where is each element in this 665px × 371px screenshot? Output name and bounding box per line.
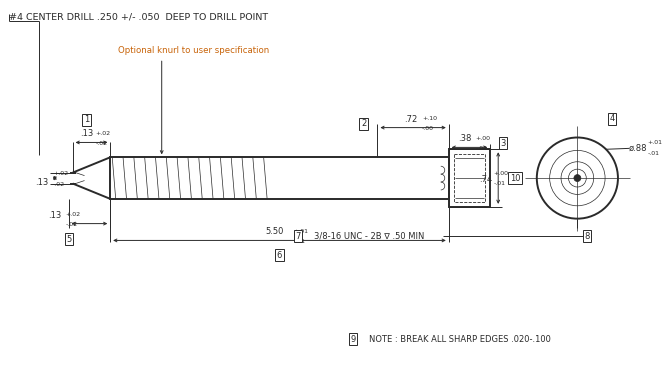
Text: -.02: -.02 — [53, 182, 65, 187]
Text: +.02: +.02 — [66, 212, 81, 217]
Text: +.01: +.01 — [648, 140, 662, 145]
Text: 10: 10 — [510, 174, 520, 183]
Text: -.01: -.01 — [293, 239, 305, 244]
Text: -.01: -.01 — [493, 181, 505, 186]
Text: 9: 9 — [350, 335, 355, 344]
Circle shape — [574, 175, 581, 181]
Text: 8: 8 — [585, 232, 590, 241]
Text: 2: 2 — [361, 119, 366, 128]
Text: 5.50: 5.50 — [265, 227, 284, 236]
Text: 5: 5 — [66, 235, 71, 244]
Text: +.02: +.02 — [53, 171, 68, 176]
Text: .74: .74 — [479, 175, 493, 184]
Text: .38: .38 — [458, 134, 471, 144]
Text: -.01: -.01 — [475, 146, 487, 151]
Text: .13: .13 — [35, 178, 49, 187]
Text: .13: .13 — [48, 211, 61, 220]
Text: NOTE : BREAK ALL SHARP EDGES .020-.100: NOTE : BREAK ALL SHARP EDGES .020-.100 — [368, 335, 551, 344]
Text: Optional knurl to user specification: Optional knurl to user specification — [118, 46, 269, 55]
Text: 1: 1 — [84, 115, 89, 124]
Text: -.01: -.01 — [648, 151, 660, 156]
Text: +.01: +.01 — [293, 229, 309, 234]
Text: .13: .13 — [80, 129, 93, 138]
Text: 3/8-16 UNC - 2B ∇ .50 MIN: 3/8-16 UNC - 2B ∇ .50 MIN — [314, 232, 424, 241]
Text: 6: 6 — [277, 251, 282, 260]
Text: 4: 4 — [609, 114, 614, 123]
Text: +.00: +.00 — [493, 171, 508, 175]
Text: -.02: -.02 — [66, 222, 78, 227]
Text: -.02: -.02 — [95, 141, 108, 146]
Text: +.00: +.00 — [475, 136, 490, 141]
Text: -.00: -.00 — [422, 126, 434, 131]
Text: 3: 3 — [501, 139, 506, 148]
Text: #4 CENTER DRILL .250 +/- .050  DEEP TO DRILL POINT: #4 CENTER DRILL .250 +/- .050 DEEP TO DR… — [9, 13, 269, 22]
Text: .72: .72 — [404, 115, 418, 124]
Text: ø.88: ø.88 — [629, 144, 647, 153]
Text: +.10: +.10 — [422, 116, 437, 121]
Text: +.02: +.02 — [95, 131, 110, 136]
Text: 7: 7 — [296, 232, 301, 241]
